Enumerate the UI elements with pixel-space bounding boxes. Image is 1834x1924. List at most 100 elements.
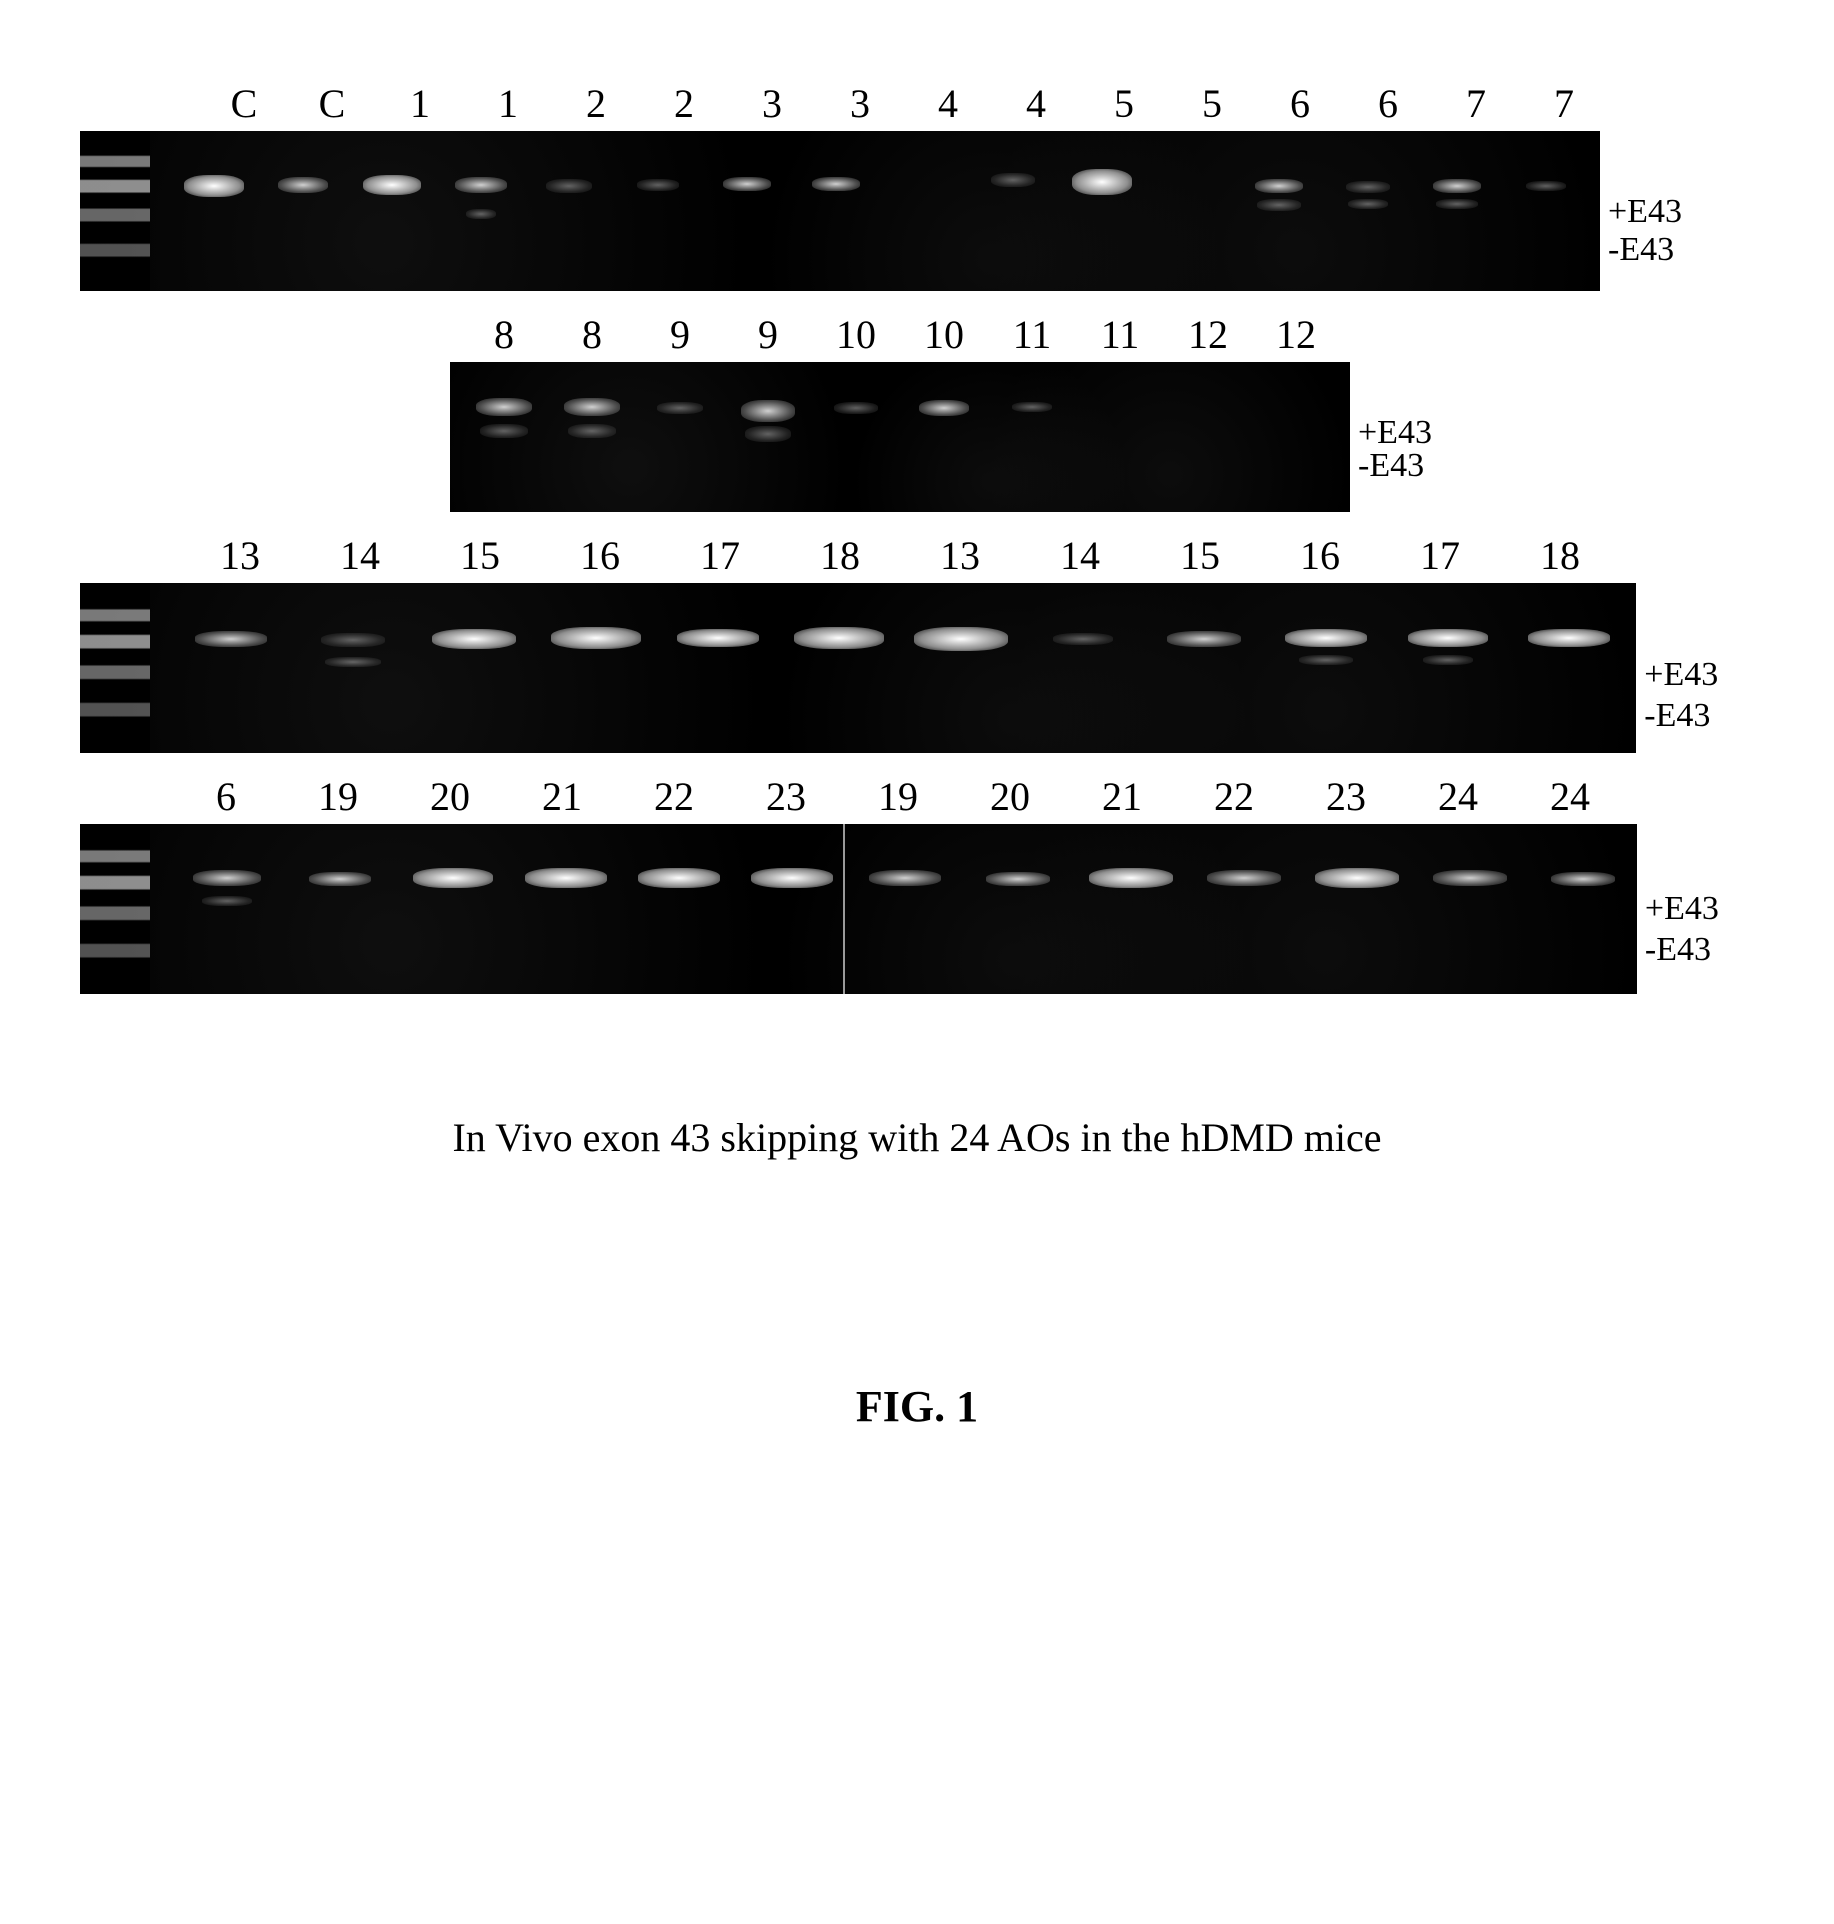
gel-band (1315, 868, 1399, 888)
band-side-label: +E43 (1608, 195, 1682, 229)
gel-band (363, 175, 421, 195)
lane-label: 24 (1402, 773, 1514, 820)
gel-band (1346, 181, 1390, 193)
gel-band (914, 627, 1008, 651)
lane-label: 13 (180, 532, 300, 579)
gel-divider (843, 824, 845, 994)
gel-band (476, 398, 532, 416)
gel-band (564, 398, 620, 416)
lane-label: 2 (552, 80, 640, 127)
gel-band (638, 868, 720, 888)
gel-band (812, 177, 860, 191)
gel-band (413, 868, 493, 888)
lane-label: 3 (728, 80, 816, 127)
band-side-label: -E43 (1608, 233, 1674, 267)
gel-band (834, 402, 878, 414)
gel-band (1526, 181, 1566, 191)
ladder-lane (80, 131, 150, 291)
lane-label: 10 (812, 311, 900, 358)
gel-band (325, 657, 381, 667)
gel-band (1285, 629, 1367, 647)
lane-label: 20 (394, 773, 506, 820)
gel-band (1299, 655, 1353, 665)
gel-band (546, 179, 592, 193)
lane-label: 21 (506, 773, 618, 820)
band-side-label: -E43 (1358, 449, 1424, 483)
lane-label: 11 (1076, 311, 1164, 358)
gel-noise (80, 131, 1600, 291)
lane-label: 7 (1520, 80, 1608, 127)
gel-band (202, 896, 252, 906)
lane-label: 11 (988, 311, 1076, 358)
lane-label: 9 (724, 311, 812, 358)
gel-band (525, 868, 607, 888)
lane-label: 8 (460, 311, 548, 358)
lane-label: 16 (1260, 532, 1380, 579)
lane-label: 13 (900, 532, 1020, 579)
lane-label: 23 (1290, 773, 1402, 820)
gel-band (919, 400, 969, 416)
gel-row: +E43-E43 (80, 583, 1754, 753)
lane-label: 6 (1344, 80, 1432, 127)
gel-band (1408, 629, 1488, 647)
gel-band (1072, 169, 1132, 195)
gel-band (466, 209, 496, 219)
gel-band (1012, 402, 1052, 412)
lane-label: 15 (1140, 532, 1260, 579)
lane-label: 1 (464, 80, 552, 127)
gel-band (1423, 655, 1473, 665)
lane-labels-row: 8899101011111212 (80, 311, 1754, 358)
ladder-lane (80, 583, 150, 753)
lane-label: 5 (1168, 80, 1256, 127)
band-side-labels: +E43 -E43 (1608, 131, 1718, 291)
lane-label: 22 (1178, 773, 1290, 820)
gel-band (1207, 870, 1281, 886)
gel-image (80, 131, 1600, 291)
gel-band (637, 179, 679, 191)
gel-band (991, 173, 1035, 187)
lane-labels-row: 131415161718131415161718 (80, 532, 1754, 579)
band-side-labels: +E43 -E43 (1645, 824, 1754, 994)
gel-row: +E43-E43 (80, 362, 1754, 512)
gel-band (1255, 179, 1303, 193)
gel-band (1257, 199, 1301, 211)
gel-row: +E43 -E43 (80, 131, 1754, 291)
lane-label: 16 (540, 532, 660, 579)
gel-band (1348, 199, 1388, 209)
band-side-label: -E43 (1645, 933, 1711, 967)
gel-panel: 131415161718131415161718+E43-E43 (80, 532, 1754, 753)
lane-label: 21 (1066, 773, 1178, 820)
gel-band (869, 870, 941, 886)
gel-band (1053, 633, 1113, 645)
lane-label: 20 (954, 773, 1066, 820)
lane-label: 14 (1020, 532, 1140, 579)
gel-band (193, 870, 261, 886)
lane-label: 1 (376, 80, 464, 127)
band-side-labels: +E43-E43 (1358, 362, 1468, 512)
lane-label: 12 (1252, 311, 1340, 358)
lane-label: 18 (780, 532, 900, 579)
lane-label: 2 (640, 80, 728, 127)
lane-label: 5 (1080, 80, 1168, 127)
gel-band (741, 400, 795, 422)
gel-band (551, 627, 641, 649)
band-side-label: +E43 (1358, 416, 1432, 450)
gel-band (751, 868, 833, 888)
lane-labels-row: CC11223344556677 (80, 80, 1754, 127)
gel-band (1528, 629, 1610, 647)
lane-label: 6 (1256, 80, 1344, 127)
lane-label: 19 (842, 773, 954, 820)
gel-band (657, 402, 703, 414)
gel-band (480, 424, 528, 438)
lane-label: 17 (1380, 532, 1500, 579)
gel-panel: CC11223344556677+E43-E43 (80, 80, 1754, 291)
gel-noise (80, 583, 1636, 753)
gel-band (1089, 868, 1173, 888)
lane-label: 8 (548, 311, 636, 358)
lane-label: 12 (1164, 311, 1252, 358)
band-side-label: +E43 (1645, 892, 1719, 926)
gel-panel: 8899101011111212+E43-E43 (80, 311, 1754, 512)
lane-label: 4 (904, 80, 992, 127)
gel-noise (80, 824, 1637, 994)
lane-label: 18 (1500, 532, 1620, 579)
